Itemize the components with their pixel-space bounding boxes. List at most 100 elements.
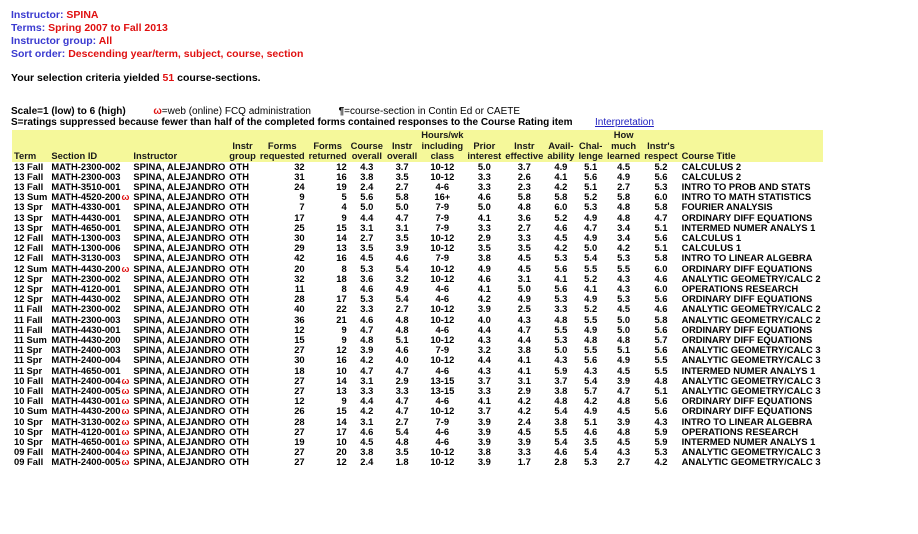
- column-header: Instructor: [131, 150, 228, 162]
- availability-cell: 5.4: [554, 405, 568, 417]
- course-overall-cell: 3.1: [360, 221, 374, 233]
- instructor-cell: SPINA, ALEJANDRO: [133, 242, 226, 254]
- instr-effective-cell: 4.3: [517, 313, 531, 325]
- forms-requested-cell: 30: [294, 354, 305, 366]
- group-line: Instructor group: All: [11, 35, 112, 47]
- column-header: [679, 140, 823, 151]
- availability-cell: 4.6: [554, 221, 568, 233]
- forms-requested-cell: 27: [294, 344, 305, 356]
- section-id-cell: MATH-2400-004ω: [49, 375, 131, 386]
- instr-effective-cell: 3.6: [517, 211, 531, 223]
- hours-cell: 10-12: [430, 456, 455, 468]
- instructor-cell: SPINA, ALEJANDRO: [133, 303, 226, 315]
- instr-overall-cell: 3.5: [395, 231, 409, 243]
- table-row: 13 Spr MATH-4330-001 SPINA, ALEJANDRO OTH 7 4…: [12, 202, 823, 212]
- term-cell: 10 Sum: [14, 405, 48, 417]
- course-title-cell: OPERATIONS RESEARCH: [681, 425, 799, 437]
- learned-cell: 5.5: [617, 262, 631, 274]
- instr-group-cell: OTH: [229, 313, 250, 325]
- instr-overall-cell: 2.7: [395, 180, 409, 192]
- course-overall-cell: 4.8: [360, 333, 374, 345]
- term-cell: 10 Spr: [14, 415, 43, 427]
- section-id: MATH-4650-001: [51, 221, 121, 233]
- forms-requested-cell: 12: [294, 323, 305, 335]
- course-overall-cell: 4.4: [360, 395, 374, 407]
- column-header: Hours/wk: [419, 129, 466, 141]
- availability-cell: 6.0: [554, 201, 568, 213]
- section-id-cell: MATH-2400-003: [49, 345, 131, 355]
- learned-cell: 4.2: [617, 242, 631, 254]
- availability-cell: 4.8: [554, 395, 568, 407]
- table-row: 09 Fall MATH-2400-005ω SPINA, ALEJANDRO OTH…: [12, 457, 823, 467]
- forms-returned-cell: 16: [336, 354, 347, 366]
- challenge-cell: 4.1: [584, 282, 598, 294]
- availability-cell: 4.9: [554, 160, 568, 172]
- hours-cell: 7-9: [435, 201, 450, 213]
- challenge-cell: 4.2: [584, 395, 598, 407]
- forms-requested-cell: 27: [294, 456, 305, 468]
- term-cell: 12 Fall: [14, 252, 44, 264]
- instr-overall-cell: 5.4: [395, 293, 409, 305]
- column-header: [679, 130, 823, 141]
- interpretation-link[interactable]: Interpretation: [595, 117, 654, 128]
- challenge-cell: 5.1: [584, 415, 598, 427]
- table-row: 11 Fall MATH-2300-002 SPINA, ALEJANDRO OTH 4…: [12, 304, 823, 314]
- instr-effective-cell: 5.0: [517, 282, 531, 294]
- course-overall-cell: 5.3: [360, 262, 374, 274]
- challenge-cell: 3.5: [584, 435, 598, 447]
- instructor-cell: SPINA, ALEJANDRO: [133, 425, 226, 437]
- instr-effective-cell: 2.3: [517, 180, 531, 192]
- forms-returned-cell: 13: [336, 242, 347, 254]
- section-id-cell: MATH-4120-001ω: [49, 426, 131, 437]
- instructor-cell: SPINA, ALEJANDRO: [133, 272, 226, 284]
- hours-cell: 7-9: [435, 252, 450, 264]
- instr-overall-cell: 1.8: [395, 456, 409, 468]
- respect-cell: 5.9: [654, 425, 668, 437]
- instr-overall-cell: 3.5: [395, 170, 409, 182]
- term-cell: 13 Spr: [14, 201, 43, 213]
- instr-group-cell: OTH: [229, 170, 250, 182]
- challenge-cell: 5.0: [584, 242, 598, 254]
- instr-effective-cell: 4.5: [517, 262, 531, 274]
- web-administration-marker: ω: [121, 405, 130, 417]
- prior-interest-cell: 3.9: [477, 425, 491, 437]
- course-overall-cell: 3.5: [360, 242, 374, 254]
- availability-cell: 4.2: [554, 180, 568, 192]
- section-id: MATH-4430-001: [51, 395, 121, 407]
- term-cell: 13 Spr: [14, 211, 43, 223]
- section-id: MATH-4120-001: [51, 282, 121, 294]
- section-id: MATH-4430-200: [51, 262, 121, 274]
- section-id: MATH-2400-003: [51, 344, 121, 356]
- section-id: MATH-2300-003: [51, 170, 121, 182]
- term-cell: 09 Fall: [14, 446, 44, 458]
- forms-requested-cell: 20: [294, 262, 305, 274]
- instr-overall-cell: 2.7: [395, 415, 409, 427]
- prior-interest-cell: 4.1: [477, 211, 491, 223]
- column-header: Avail-: [545, 140, 577, 151]
- instr-overall-cell: 5.1: [395, 333, 409, 345]
- hours-cell: 4-6: [435, 425, 450, 437]
- respect-cell: 4.7: [654, 211, 668, 223]
- term-cell: 12 Sum: [14, 262, 48, 274]
- table-row: 12 Spr MATH-4430-002 SPINA, ALEJANDRO OTH 28…: [12, 293, 823, 305]
- challenge-cell: 4.7: [584, 221, 598, 233]
- availability-cell: 4.6: [554, 446, 568, 458]
- learned-cell: 4.5: [617, 364, 631, 376]
- forms-returned-cell: 17: [336, 425, 347, 437]
- prior-interest-cell: 2.9: [477, 231, 491, 243]
- learned-cell: 3.9: [617, 374, 631, 386]
- forms-requested-cell: 32: [294, 272, 305, 284]
- prior-interest-cell: 4.3: [477, 333, 491, 345]
- prior-interest-cell: 3.3: [477, 221, 491, 233]
- course-overall-cell: 5.3: [360, 293, 374, 305]
- availability-cell: 3.3: [554, 303, 568, 315]
- forms-returned-cell: 5: [341, 191, 347, 203]
- prior-interest-cell: 4.3: [477, 364, 491, 376]
- column-header: Forms: [257, 140, 307, 151]
- section-id-cell: MATH-4430-001: [49, 212, 131, 223]
- instr-overall-cell: 3.3: [395, 384, 409, 396]
- section-id-cell: MATH-3130-003: [49, 253, 131, 263]
- forms-returned-cell: 8: [341, 262, 347, 274]
- forms-returned-cell: 12: [336, 160, 347, 172]
- section-id: MATH-2300-003: [51, 313, 121, 325]
